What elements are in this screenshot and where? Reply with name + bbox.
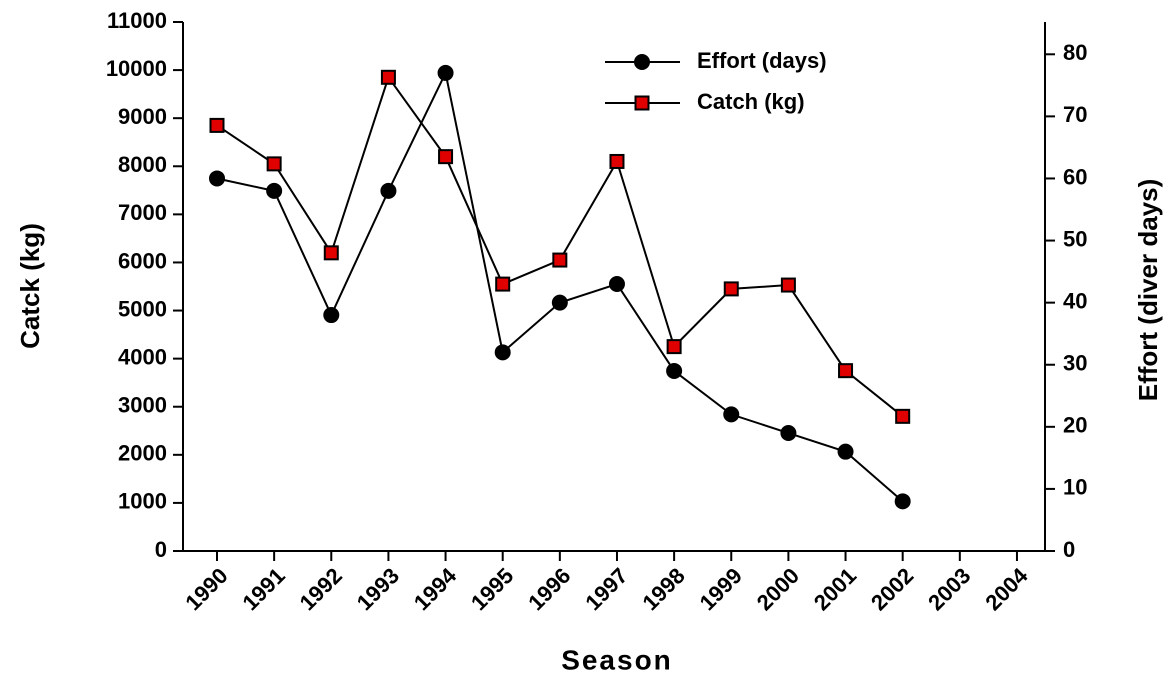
legend-marker [634, 95, 650, 111]
data-point [495, 276, 511, 292]
x-tick-label: 1998 [637, 563, 689, 615]
x-tick-label: 2001 [809, 563, 861, 615]
data-point [780, 425, 797, 442]
data-point [266, 156, 282, 172]
data-point [780, 277, 796, 293]
y-tick-label: 8000 [118, 152, 167, 177]
y2-tick-label: 0 [1063, 537, 1075, 562]
x-tick-label: 1996 [523, 563, 575, 615]
y2-tick-label: 50 [1063, 226, 1087, 251]
data-point [666, 339, 682, 355]
data-point [609, 153, 625, 169]
y2-tick-label: 10 [1063, 475, 1087, 500]
x-tick-label: 1995 [466, 563, 518, 615]
y2-tick-label: 60 [1063, 164, 1087, 189]
data-point [608, 276, 625, 293]
x-tick-label: 1993 [352, 563, 404, 615]
data-point [437, 64, 454, 81]
y2-tick-label: 30 [1063, 351, 1087, 376]
y2-tick-label: 20 [1063, 413, 1087, 438]
data-point [266, 182, 283, 199]
y-tick-label: 11000 [107, 8, 167, 33]
legend-label: Catch (kg) [697, 89, 805, 114]
data-point [723, 281, 739, 297]
y-tick-label: 3000 [118, 393, 167, 418]
y-tick-label: 7000 [118, 200, 167, 225]
data-point [380, 69, 396, 85]
data-point [494, 344, 511, 361]
y-tick-label: 10000 [106, 56, 167, 81]
data-point [895, 408, 911, 424]
data-point [380, 182, 397, 199]
data-point [209, 117, 225, 133]
y-tick-label: 9000 [118, 104, 167, 129]
data-point [837, 443, 854, 460]
y-tick-label: 6000 [118, 248, 167, 273]
x-tick-label: 1990 [180, 563, 232, 615]
data-point [209, 170, 225, 187]
x-tick-label: 1999 [695, 563, 747, 615]
data-point [438, 149, 454, 165]
series-line [216, 69, 904, 503]
data-point [838, 363, 854, 379]
y-tick-label: 5000 [118, 296, 167, 321]
x-tick-label: 2002 [866, 563, 918, 615]
data-point [894, 493, 911, 510]
data-point [666, 362, 683, 379]
x-tick-label: 1992 [295, 563, 347, 615]
series-line [216, 75, 904, 418]
x-tick-label: 2000 [752, 563, 804, 615]
x-tick-label: 1991 [237, 563, 289, 615]
y-tick-label: 2000 [118, 441, 167, 466]
y-tick-label: 4000 [118, 344, 167, 369]
y-tick-label: 0 [155, 537, 167, 562]
y-axis-title: Catck (kg) [15, 223, 45, 349]
x-tick-label: 2004 [980, 562, 1033, 615]
legend-label: Effort (days) [697, 48, 827, 73]
data-point [323, 307, 340, 324]
data-point [551, 294, 568, 311]
data-point [323, 245, 339, 261]
x-tick-label: 2003 [923, 563, 975, 615]
y2-axis-title: Effort (diver days) [1133, 179, 1163, 402]
legend-marker [634, 54, 650, 70]
y2-tick-label: 80 [1063, 40, 1087, 65]
x-axis-title: Season [561, 644, 673, 675]
x-tick-label: 1997 [580, 563, 632, 615]
y-tick-label: 1000 [118, 489, 167, 514]
data-point [552, 252, 568, 268]
y2-tick-label: 40 [1063, 288, 1087, 313]
data-point [723, 406, 740, 423]
x-tick-label: 1994 [409, 562, 462, 615]
y2-tick-label: 70 [1063, 102, 1087, 127]
